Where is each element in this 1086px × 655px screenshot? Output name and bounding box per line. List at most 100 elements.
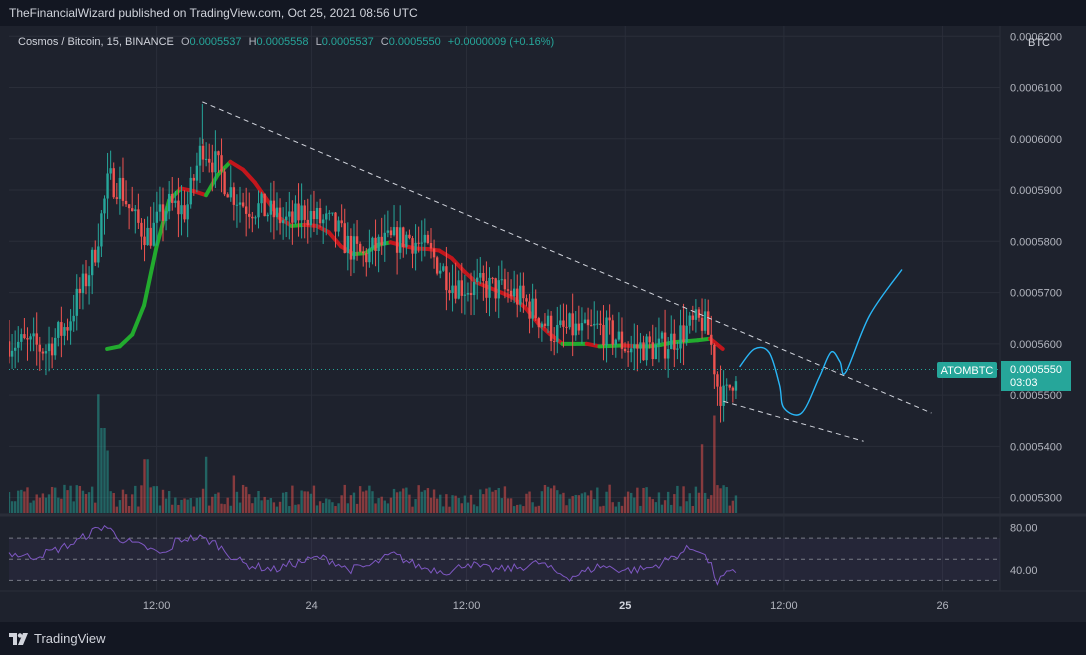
candle-body [682,325,685,343]
volume-bar [291,485,294,513]
chart-area[interactable]: 0.0006200 0.0006100 0.0006000 0.0005900 0.00… [0,26,1086,622]
candle-body [442,266,445,271]
candle-body [346,235,350,254]
candle-body [84,273,88,287]
volume-bar [608,484,611,513]
volume-bar [248,494,251,513]
candle-body [509,290,513,297]
candle-body [485,280,488,298]
volume-bar [100,428,103,513]
candle-body [688,315,691,326]
volume-bar [694,486,698,513]
volume-bar [395,492,399,513]
candle-body [719,386,722,406]
trendlines[interactable] [202,101,932,442]
candle-body [439,270,442,274]
candle-body [676,348,679,350]
candle-body [417,242,420,244]
ma-segment [228,159,245,172]
volume-bar [605,491,608,513]
volume-bar [10,501,14,513]
candle-body [552,341,556,343]
candle-body [232,187,236,205]
price-tick-label: 0.0005500 [1010,390,1062,402]
ma-segment [142,244,159,308]
candle-body [321,219,325,224]
time-axis[interactable]: 12:00 24 12:00 25 12:00 26 [143,600,949,612]
volume-bar [463,495,467,513]
volume-bar [494,490,497,513]
candle-body [180,205,183,215]
volume-bar [211,496,214,513]
ma-segment [695,336,713,343]
candle-body [167,193,171,212]
candle-body [278,207,282,224]
symbol-title[interactable]: Cosmos / Bitcoin, 15, BINANCE [18,36,174,48]
projection-drawing[interactable] [739,269,903,416]
time-tick-label: 25 [619,600,631,612]
candle-body [38,344,42,352]
candle-body [358,243,362,252]
volume-bar [636,487,639,513]
candle-body [44,351,48,354]
volume-bar [565,505,568,513]
rsi-axis[interactable]: 80.00 40.00 [1010,523,1038,577]
volume-bar [432,489,436,513]
volume-bar [700,444,704,513]
volume-bar [620,505,624,513]
volume-bar [57,497,60,513]
tradingview-logo[interactable]: TradingView [9,622,106,655]
volume-bar [469,494,473,513]
volume-bar [429,497,433,513]
volume-bar [682,486,685,513]
candle-body [158,204,162,212]
candle-body [41,351,45,354]
volume-bar [414,499,417,513]
candle-body [463,294,467,296]
candle-body [251,216,254,219]
chart-legend[interactable]: Cosmos / Bitcoin, 15, BINANCE O0.0005537… [18,36,554,48]
volume-bar [556,490,559,513]
candle-body [540,323,544,328]
candle-body [522,285,525,299]
candle-body [660,332,664,339]
volume-bar [208,505,211,513]
time-tick-label: 12:00 [143,600,171,612]
candlesticks[interactable] [8,103,738,423]
volume-bar [103,428,106,513]
volume-bar [497,487,500,513]
rsi-pane[interactable] [9,517,1000,591]
candle-body [288,211,291,217]
price-axis[interactable]: 0.0006200 0.0006100 0.0006000 0.0005900 0.00… [1010,31,1062,504]
candle-body [411,238,414,254]
volume-bar [439,494,442,513]
volume-bar [331,502,334,513]
candle-body [177,200,180,215]
candle-body [562,320,565,327]
volume-bar [121,489,125,513]
volume-bar [599,506,602,513]
candle-body [94,249,97,263]
chart-canvas[interactable]: 0.0006200 0.0006100 0.0006000 0.0005900 0.00… [0,26,1086,622]
candle-body [309,211,313,226]
candle-body [386,230,390,233]
rsi-levels [9,537,1000,581]
ma-segment [597,343,614,349]
candle-body [574,323,577,336]
candle-body [512,288,516,297]
volume-bar [32,500,35,513]
volume-bar [725,487,728,513]
time-tick-label: 24 [305,600,317,612]
high-label: H [248,36,257,48]
volume-bar [235,491,239,513]
candle-body [713,344,716,375]
candle-body [272,200,276,218]
candle-body [586,319,590,326]
tradingview-logo-icon [9,632,28,645]
rsi-tick-label: 80.00 [1010,523,1038,535]
candle-body [349,235,353,260]
price-tick-label: 0.0005900 [1010,185,1062,197]
candle-body [66,327,69,331]
candle-body [657,338,661,345]
candle-body [673,333,676,350]
